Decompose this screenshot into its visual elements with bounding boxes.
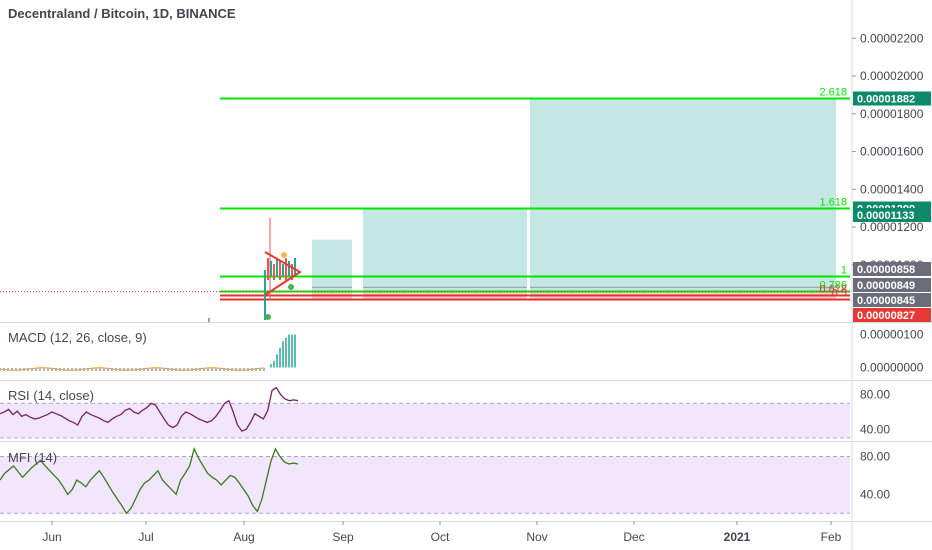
x-tick-label: Sep xyxy=(332,530,354,544)
mfi-tick-label: 40.00 xyxy=(860,487,890,501)
mfi-line xyxy=(0,447,299,515)
fib-level-label: 0.786 xyxy=(819,280,847,292)
price-badge-label: 0.00000858 xyxy=(857,264,915,276)
macd-tick-label: 0.00000100 xyxy=(860,328,924,342)
mfi-band xyxy=(0,456,850,514)
price-tick-label: 0.00002200 xyxy=(860,31,924,45)
fib-level-label: 2.618 xyxy=(819,87,847,99)
price-tick-label: 0.00001200 xyxy=(860,220,924,234)
target-zone xyxy=(312,239,352,292)
pattern-marker xyxy=(288,284,294,290)
price-badge xyxy=(853,278,931,292)
price-tick-label: 0.00001400 xyxy=(860,182,924,196)
rsi-tick-label: 80.00 xyxy=(860,388,890,402)
price-badge xyxy=(853,308,931,322)
mfi-tick-label: 80.00 xyxy=(860,449,890,463)
rsi-band xyxy=(0,403,850,438)
price-tick-label: 0.00002000 xyxy=(860,69,924,83)
rsi-pane-title: RSI (14, close) xyxy=(8,388,94,403)
fib-level-label: 1 xyxy=(841,265,847,277)
target-zone xyxy=(530,98,836,292)
triangle-pattern xyxy=(264,251,302,296)
macd-pane-title: MACD (12, 26, close, 9) xyxy=(8,330,147,345)
price-badge xyxy=(853,262,931,276)
target-zone xyxy=(363,208,527,292)
x-tick-label: Nov xyxy=(526,530,547,544)
price-badge-label: 0.00001133 xyxy=(857,210,915,222)
x-tick-label: Dec xyxy=(623,530,644,544)
price-badge xyxy=(853,208,931,222)
price-tick-label: 0.00001800 xyxy=(860,107,924,121)
price-badge-label: 0.00000845 xyxy=(857,295,915,307)
x-tick-label: Oct xyxy=(431,530,450,544)
x-tick-label: Feb xyxy=(821,530,842,544)
fib-level-label: 0.618 xyxy=(819,284,847,296)
price-badge xyxy=(853,293,931,307)
chart-title: Decentraland / Bitcoin, 1D, BINANCE xyxy=(8,6,236,21)
fib-price-badge xyxy=(853,91,931,106)
x-tick-label: 2021 xyxy=(724,530,751,544)
x-tick-label: Jul xyxy=(138,530,153,544)
fib-level-label: 0.5 xyxy=(832,288,847,300)
pattern-marker xyxy=(265,314,271,320)
fib-price-badge-label: 0.00001882 xyxy=(857,94,915,106)
rsi-line xyxy=(0,386,299,432)
fib-level-label: 1.618 xyxy=(819,197,847,209)
price-badge-label: 0.00000849 xyxy=(857,280,915,292)
rsi-tick-label: 40.00 xyxy=(860,422,890,436)
x-tick-label: Jun xyxy=(42,530,61,544)
price-badge-label: 0.00000827 xyxy=(857,310,915,322)
x-tick-label: Aug xyxy=(233,530,254,544)
pattern-marker xyxy=(281,252,287,258)
macd-tick-label: 0.00000000 xyxy=(860,360,924,374)
price-tick-label: 0.00001600 xyxy=(860,145,924,159)
mfi-pane-title: MFI (14) xyxy=(8,450,58,465)
